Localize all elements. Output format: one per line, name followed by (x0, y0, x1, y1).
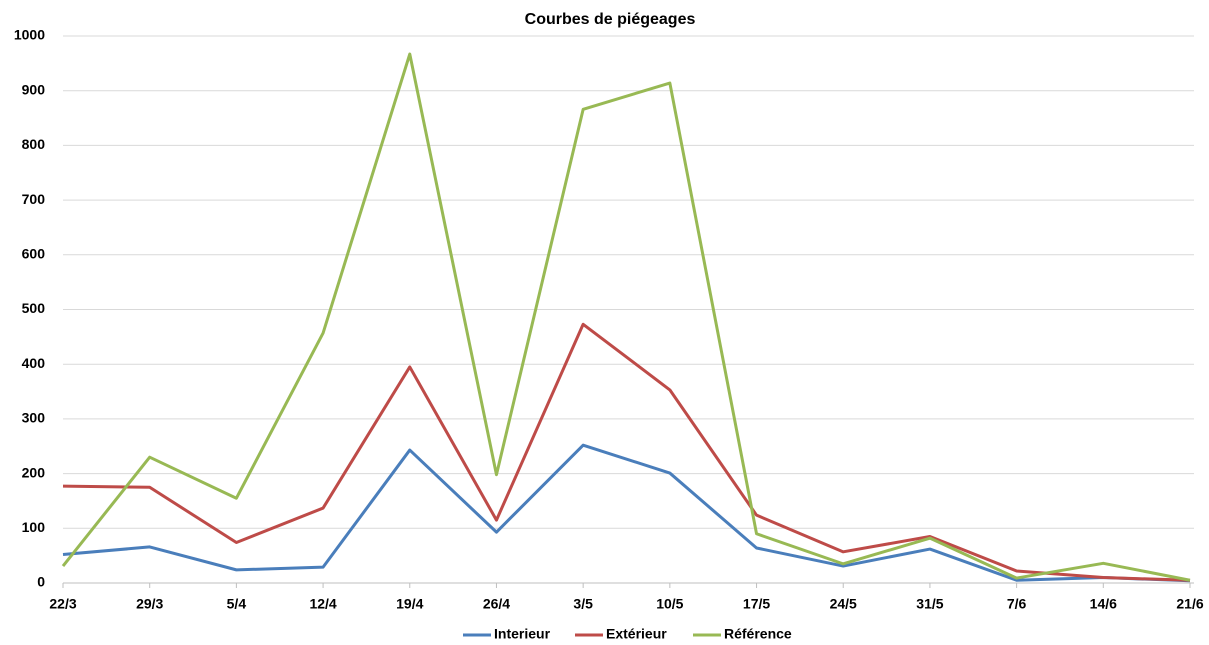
x-tick-label: 22/3 (49, 596, 76, 612)
y-tick-label: 0 (37, 574, 45, 590)
x-tick-label: 14/6 (1090, 596, 1117, 612)
y-tick-label: 900 (22, 81, 46, 97)
y-tick-label: 500 (22, 300, 46, 316)
legend-label: Référence (724, 626, 792, 642)
series-line (61, 52, 1191, 582)
y-tick-label: 600 (22, 246, 46, 262)
x-tick-label: 19/4 (396, 596, 423, 612)
x-tick-label: 21/6 (1176, 596, 1203, 612)
x-tick-label: 10/5 (656, 596, 683, 612)
x-tick-label: 5/4 (227, 596, 247, 612)
y-tick-label: 200 (22, 464, 46, 480)
y-tick-label: 400 (22, 355, 46, 371)
y-tick-label: 700 (22, 191, 46, 207)
x-tick-label: 26/4 (483, 596, 510, 612)
x-tick-label: 24/5 (830, 596, 857, 612)
legend-label: Extérieur (606, 626, 667, 642)
series-line (62, 322, 1191, 582)
y-tick-label: 300 (22, 410, 46, 426)
legend-label: Interieur (494, 626, 551, 642)
y-tick-label: 1000 (14, 27, 45, 43)
x-tick-label: 12/4 (309, 596, 336, 612)
x-tick-label: 31/5 (916, 596, 943, 612)
series-line (62, 443, 1191, 583)
y-tick-label: 800 (22, 136, 46, 152)
y-tick-label: 100 (22, 519, 46, 535)
x-tick-label: 7/6 (1007, 596, 1027, 612)
x-tick-label: 17/5 (743, 596, 770, 612)
chart-title: Courbes de piégeages (525, 11, 696, 28)
x-tick-label: 29/3 (136, 596, 163, 612)
x-tick-label: 3/5 (573, 596, 593, 612)
